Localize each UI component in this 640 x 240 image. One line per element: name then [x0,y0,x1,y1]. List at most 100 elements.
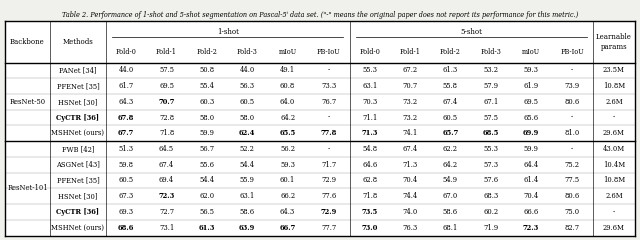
Text: 73.9: 73.9 [564,82,580,90]
Text: CyCTR [36]: CyCTR [36] [56,114,99,122]
Text: 56.5: 56.5 [200,208,214,216]
Text: 64.0: 64.0 [280,98,295,106]
Text: -: - [571,66,573,74]
Text: 68.5: 68.5 [483,129,499,137]
Text: 56.2: 56.2 [280,145,295,153]
Text: 77.6: 77.6 [321,192,336,200]
Text: 54.4: 54.4 [199,176,214,185]
Text: 67.2: 67.2 [403,66,418,74]
Text: 60.5: 60.5 [118,176,134,185]
Text: 67.4: 67.4 [159,161,174,169]
Text: 67.4: 67.4 [403,145,418,153]
Text: Fold-3: Fold-3 [481,48,501,56]
Text: 72.7: 72.7 [159,208,174,216]
Text: 76.7: 76.7 [321,98,336,106]
Text: 59.9: 59.9 [200,129,214,137]
Text: 77.7: 77.7 [321,224,336,232]
Text: 2.6M: 2.6M [605,98,623,106]
Text: 72.3: 72.3 [523,224,540,232]
Text: 52.2: 52.2 [240,145,255,153]
Text: 55.9: 55.9 [240,176,255,185]
Text: 54.8: 54.8 [362,145,378,153]
Text: FB-IoU: FB-IoU [561,48,584,56]
Text: 54.9: 54.9 [443,176,458,185]
Text: PFENet [35]: PFENet [35] [56,82,99,90]
Text: 69.4: 69.4 [159,176,174,185]
Text: FWB [42]: FWB [42] [61,145,94,153]
Text: 64.2: 64.2 [280,114,295,122]
Text: 64.2: 64.2 [443,161,458,169]
Text: 71.7: 71.7 [321,161,336,169]
Text: 72.3: 72.3 [158,192,175,200]
Text: HSNet [30]: HSNet [30] [58,192,98,200]
Text: 57.3: 57.3 [483,161,499,169]
Text: 61.9: 61.9 [524,82,539,90]
Text: 64.4: 64.4 [524,161,539,169]
Text: 70.4: 70.4 [403,176,418,185]
Text: 60.1: 60.1 [280,176,295,185]
Text: 59.8: 59.8 [118,161,134,169]
Text: 1-shot: 1-shot [217,28,239,36]
Text: 60.3: 60.3 [199,98,214,106]
Text: 62.0: 62.0 [199,192,214,200]
Text: 57.6: 57.6 [483,176,499,185]
Text: 67.4: 67.4 [443,98,458,106]
Text: 80.6: 80.6 [564,192,580,200]
Text: 59.3: 59.3 [524,66,539,74]
Text: 71.8: 71.8 [159,129,174,137]
Text: 71.9: 71.9 [483,224,499,232]
Text: 71.3: 71.3 [403,161,418,169]
Text: 62.4: 62.4 [239,129,255,137]
Text: 63.1: 63.1 [239,192,255,200]
Text: 44.0: 44.0 [118,66,134,74]
Text: 61.4: 61.4 [524,176,539,185]
Text: 74.4: 74.4 [403,192,418,200]
Text: 67.7: 67.7 [118,129,134,137]
Text: 72.9: 72.9 [321,208,337,216]
Text: 58.0: 58.0 [199,114,214,122]
Text: -: - [328,66,330,74]
Text: MSHNet (ours): MSHNet (ours) [51,129,104,137]
Text: 80.6: 80.6 [564,98,580,106]
Text: Fold-1: Fold-1 [399,48,420,56]
Text: 69.9: 69.9 [523,129,540,137]
Text: 10.8M: 10.8M [603,176,625,185]
Text: 63.1: 63.1 [362,82,378,90]
Text: 70.7: 70.7 [158,98,175,106]
Text: Backbone: Backbone [10,38,45,46]
Text: -: - [571,114,573,122]
Text: 65.5: 65.5 [280,129,296,137]
Text: 73.3: 73.3 [321,82,336,90]
Text: 55.4: 55.4 [200,82,214,90]
Text: 61.3: 61.3 [198,224,215,232]
Text: -: - [613,114,615,122]
Text: 73.0: 73.0 [362,224,378,232]
Text: 57.5: 57.5 [483,114,499,122]
Text: 62.2: 62.2 [443,145,458,153]
Text: 75.0: 75.0 [564,208,580,216]
Text: 57.5: 57.5 [159,66,174,74]
Text: 56.3: 56.3 [239,82,255,90]
Text: 73.2: 73.2 [403,98,418,106]
Text: Learnable
params: Learnable params [596,33,632,51]
Text: PANet [34]: PANet [34] [59,66,97,74]
Text: 61.7: 61.7 [118,82,134,90]
Text: 72.8: 72.8 [159,114,174,122]
Text: Fold-1: Fold-1 [156,48,177,56]
Text: 74.1: 74.1 [403,129,418,137]
Text: 77.5: 77.5 [564,176,580,185]
Text: ResNet-101: ResNet-101 [7,184,48,192]
Text: 64.3: 64.3 [118,98,134,106]
Text: 58.0: 58.0 [239,114,255,122]
Text: 74.0: 74.0 [403,208,418,216]
Text: PFENet [35]: PFENet [35] [56,176,99,185]
Text: 54.4: 54.4 [239,161,255,169]
Text: MSHNet (ours): MSHNet (ours) [51,224,104,232]
Text: 55.3: 55.3 [362,66,377,74]
Text: 59.9: 59.9 [524,145,538,153]
Text: 73.5: 73.5 [362,208,378,216]
Text: 76.3: 76.3 [403,224,418,232]
Text: 58.6: 58.6 [443,208,458,216]
Text: 65.7: 65.7 [442,129,458,137]
Text: 69.5: 69.5 [159,82,174,90]
